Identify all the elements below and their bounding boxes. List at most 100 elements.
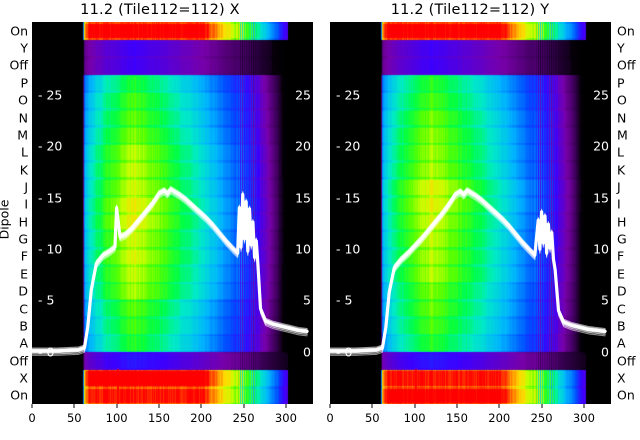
x-tick-mark-1 <box>371 404 373 408</box>
curve-path <box>330 192 606 355</box>
x-tick-mark-4 <box>498 404 500 408</box>
heatmap-canvas-x <box>32 22 313 404</box>
category-label-left-8: K <box>19 162 28 178</box>
inner-y-tick-left-5: - 0 <box>336 344 353 360</box>
overlay-curve-x <box>32 185 309 356</box>
category-label-right-20: X <box>617 370 626 386</box>
category-label-right-4: O <box>617 92 627 108</box>
x-tick-label-5: 250 <box>232 411 255 425</box>
category-label-right-12: G <box>617 231 627 247</box>
category-label-right-6: M <box>617 127 628 143</box>
x-tick-label-1: 50 <box>364 411 380 425</box>
x-tick-label-1: 50 <box>66 411 82 425</box>
curve-path <box>330 191 606 354</box>
curve-path <box>330 187 606 349</box>
category-label-right-15: D <box>617 283 627 299</box>
x-tick-mark-6 <box>285 404 287 408</box>
inner-y-tick-left-2: - 15 <box>336 190 361 206</box>
category-label-left-20: X <box>19 370 28 386</box>
inner-y-tick-left-2: - 15 <box>38 190 63 206</box>
panel-y: 11.2 (Tile112=112) Y - 25 - 20 - 15 - 10 - 5… <box>320 0 640 440</box>
x-tick-mark-5 <box>243 404 245 408</box>
x-tick-label-5: 250 <box>530 411 553 425</box>
curve-path <box>32 187 309 353</box>
x-tick-mark-2 <box>116 404 118 408</box>
x-tick-mark-3 <box>158 404 160 408</box>
inner-y-tick-right-2: 15 <box>295 190 311 206</box>
category-label-right-14: E <box>617 266 625 282</box>
x-tick-mark-3 <box>456 404 458 408</box>
x-tick-mark-1 <box>73 404 75 408</box>
x-tick-mark-4 <box>200 404 202 408</box>
x-tick-label-6: 300 <box>572 411 595 425</box>
x-tick-label-4: 200 <box>190 411 213 425</box>
panel-x-title: 11.2 (Tile112=112) X <box>80 2 240 18</box>
category-label-left-1: Y <box>20 40 28 56</box>
panel-x-plot-area[interactable]: - 25 - 20 - 15 - 10 - 5 - 0 25 20 15 10 5 0 <box>32 22 313 404</box>
panel-y-plot-area[interactable]: - 25 - 20 - 15 - 10 - 5 - 0 25 20 15 10 5 0 <box>330 22 611 404</box>
category-label-right-9: J <box>617 179 621 195</box>
category-label-left-7: L <box>21 144 28 160</box>
category-label-left-14: E <box>20 266 28 282</box>
category-label-right-10: I <box>617 196 621 212</box>
inner-y-tick-left-1: - 20 <box>38 138 63 154</box>
x-tick-label-0: 0 <box>326 411 334 425</box>
x-tick-label-4: 200 <box>488 411 511 425</box>
category-label-right-17: B <box>617 318 626 334</box>
x-tick-mark-0 <box>31 404 33 408</box>
inner-y-tick-right-3: 10 <box>593 241 609 257</box>
inner-y-tick-right-1: 20 <box>295 138 311 154</box>
category-label-left-16: C <box>19 301 28 316</box>
inner-y-tick-right-1: 20 <box>593 138 609 154</box>
panel-x: 11.2 (Tile112=112) X - 25 - 20 - 15 - 10 - 5… <box>0 0 313 440</box>
inner-y-tick-left-0: - 25 <box>336 87 361 103</box>
category-labels-left: On Y Off P O N M L K J I H G F E D C B A Off X On <box>0 0 30 440</box>
category-label-right-13: F <box>617 248 625 264</box>
heatmap-canvas-y <box>330 22 611 404</box>
category-label-left-6: M <box>17 127 28 143</box>
curve-path <box>32 193 308 356</box>
x-tick-label-6: 300 <box>274 411 297 425</box>
category-label-left-5: N <box>18 110 28 125</box>
category-label-left-18: A <box>19 335 28 351</box>
inner-y-tick-right-3: 10 <box>295 241 311 257</box>
x-tick-mark-5 <box>541 404 543 408</box>
inner-y-tick-left-3: - 10 <box>336 241 361 257</box>
category-label-left-10: I <box>24 196 28 212</box>
curve-path <box>32 190 308 354</box>
category-label-left-4: O <box>18 92 28 108</box>
category-label-right-16: C <box>617 301 626 316</box>
category-label-right-8: K <box>617 162 626 178</box>
curve-path <box>32 191 308 355</box>
inner-y-tick-left-5: - 0 <box>38 344 55 360</box>
inner-y-tick-right-5: 0 <box>601 344 609 360</box>
inner-y-tick-left-3: - 10 <box>38 241 63 257</box>
inner-y-tick-left-0: - 25 <box>38 87 63 103</box>
category-label-left-15: D <box>18 283 28 299</box>
inner-y-tick-left-1: - 20 <box>336 138 361 154</box>
category-label-right-18: A <box>617 335 626 351</box>
x-axis-ticks-panel-x: 0 50 100 150 200 250 300 <box>28 404 313 430</box>
category-labels-right: On Y Off P O N M L K J I H G F E D C B A Off X On <box>613 0 640 440</box>
x-tick-mark-2 <box>414 404 416 408</box>
category-label-right-2: Off <box>617 57 636 73</box>
category-label-left-0: On <box>10 23 28 39</box>
x-tick-mark-0 <box>329 404 331 408</box>
category-label-right-5: N <box>617 110 627 125</box>
category-label-left-21: On <box>10 387 28 403</box>
category-label-left-12: G <box>18 231 28 247</box>
inner-y-tick-left-4: - 5 <box>336 292 353 308</box>
x-axis-ticks-panel-y: 0 50 100 150 200 250 300 <box>326 404 611 430</box>
inner-y-tick-right-5: 0 <box>303 344 311 360</box>
category-label-right-21: On <box>617 387 635 403</box>
panel-y-title: 11.2 (Tile112=112) Y <box>390 2 550 18</box>
x-tick-label-3: 150 <box>445 411 468 425</box>
x-tick-label-2: 100 <box>105 411 128 425</box>
category-label-left-3: P <box>20 75 28 91</box>
category-label-left-9: J <box>24 179 28 195</box>
category-label-right-19: Off <box>617 353 636 369</box>
x-tick-label-0: 0 <box>28 411 36 425</box>
inner-y-tick-right-0: 25 <box>295 87 311 103</box>
x-tick-mark-6 <box>583 404 585 408</box>
